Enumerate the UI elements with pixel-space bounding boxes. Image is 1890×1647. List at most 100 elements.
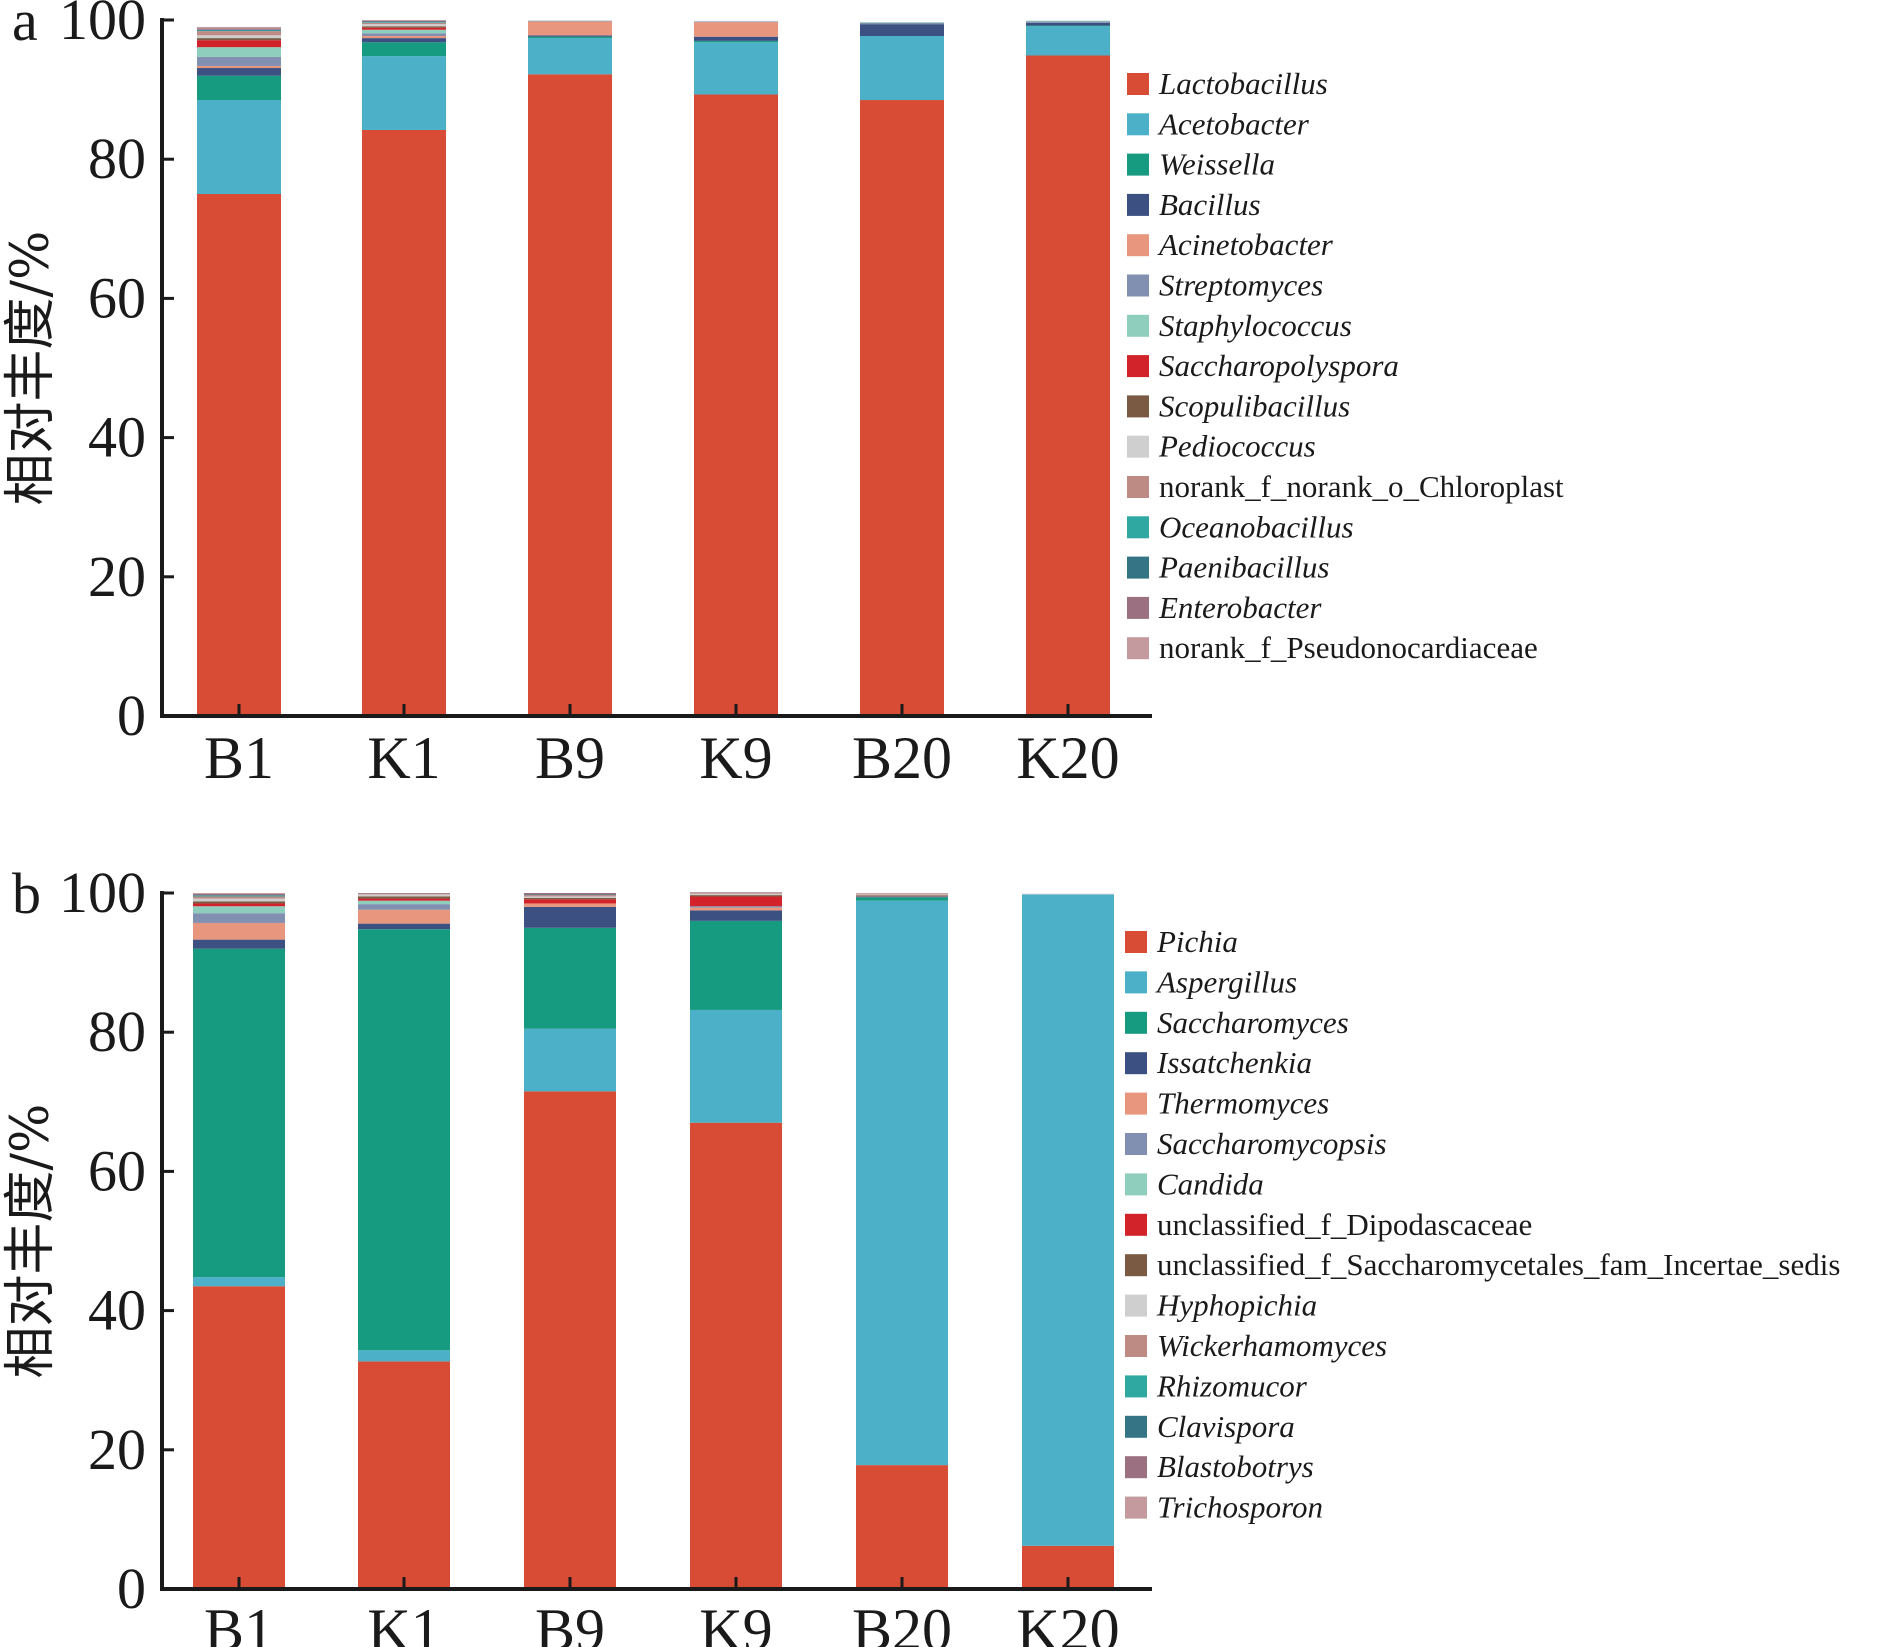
bar-segment-K9-4 [690,907,782,911]
bar-segment-B1-10 [193,896,285,899]
bar-segment-B1-9 [197,35,281,39]
legend-swatch [1125,1052,1147,1075]
bar-segment-K1-6 [362,29,446,34]
legend-label: Trichosporon [1157,1490,1323,1525]
legend-label: norank_f_norank_o_Chloroplast [1159,469,1564,504]
bar-segment-K1-5 [358,904,450,910]
bar-segment-B9-5 [528,20,612,22]
bar-segment-K1-1 [358,1350,450,1362]
bar-segment-K1-13 [362,20,446,22]
chart-panel-b: 0 20 40 60 80 100 B1 K1 B9 K9 B20 K20 b 相对丰度/% Pichia A… [1,860,1840,1647]
bar-segment-B9-2 [524,927,616,1029]
bar-segment-K1-1 [362,56,446,130]
bar-segment-B1-8 [193,901,285,904]
bar-segment-K1-4 [362,36,446,39]
legend-swatch [1127,637,1149,660]
bar-segment-K9-5 [694,21,778,23]
legend-swatch [1127,314,1149,337]
bar-segment-K9-1 [690,1009,782,1123]
bar-segment-K9-0 [694,94,778,717]
bar-segment-B1-14 [197,26,281,29]
legend-label: Candida [1157,1166,1264,1201]
bar-segment-K1-12 [362,21,446,23]
legend-label: Oceanobacillus [1159,509,1354,544]
bar-segment-K20-1 [1026,26,1110,56]
bar-segment-B9-10 [524,895,616,897]
y-tick-label: 60 [88,1138,146,1203]
legend-label: Scopulibacillus [1159,388,1350,423]
bar-segment-K9-4 [694,22,778,37]
legend-label: Saccharomycopsis [1157,1126,1387,1161]
bar-segment-K20-9 [1022,893,1114,895]
bar-segment-K1-3 [362,38,446,43]
bar-segment-B1-10 [197,31,281,36]
bar-segment-K20-0 [1026,55,1110,717]
legend-label: Lactobacillus [1158,66,1328,101]
bar-segment-K9-9 [690,893,782,896]
legend-label: Hyphopichia [1156,1288,1317,1323]
bar-segment-B9-12 [524,894,616,896]
legend-label: Pichia [1156,924,1238,959]
legend-swatch [1127,395,1149,418]
bar-segment-K9-10 [690,893,782,894]
legend-swatch [1125,1133,1147,1155]
bar-segment-K1-9 [362,24,446,27]
bar-segment-B1-1 [197,100,281,194]
legend-swatch [1127,153,1149,176]
bar-segment-K20-3 [1026,22,1110,26]
x-tick-label-K9: K9 [699,1597,772,1647]
bar-segment-K9-5 [690,906,782,908]
y-tick-label: 40 [88,1278,146,1343]
bar-segment-K9-13 [690,892,782,893]
y-tick-label: 80 [88,126,146,191]
bar-segment-B1-14 [193,893,285,894]
legend-label: Saccharopolyspora [1159,348,1399,383]
bar-segment-K1-6 [358,900,450,905]
legend-swatch [1125,1335,1147,1357]
legend-label: Blastobotrys [1157,1449,1314,1484]
bar-segment-B9-4 [528,21,612,36]
legend-label: Weissella [1159,147,1275,182]
bar-segment-K1-14 [362,20,446,21]
legend-label: unclassified_f_Dipodascaceae [1157,1207,1532,1242]
bar-segment-B1-12 [193,895,285,896]
y-axis-label: 相对丰度/% [1,1104,61,1379]
bar-segment-B20-3 [856,896,948,898]
legend-label: Thermomyces [1157,1086,1329,1121]
bar-segment-K9-0 [690,1122,782,1589]
bar-segment-B20-2 [856,897,948,901]
legend-swatch [1127,274,1149,297]
y-tick-label: 100 [59,860,146,925]
bar-segment-B1-7 [193,903,285,907]
y-tick-label: 40 [88,405,146,470]
bar-segment-K1-10 [358,893,450,895]
legend-label: Pediococcus [1158,429,1316,464]
bar-segment-K1-3 [358,923,450,930]
bar-segment-B20-1 [856,900,948,1466]
x-tick-label-B20: B20 [852,1597,952,1647]
y-tick-label: 60 [88,265,146,330]
bar-segment-B9-9 [524,896,616,898]
legend-label: Acetobacter [1157,106,1310,141]
bar-segment-B1-5 [193,913,285,923]
y-tick-label: 20 [88,544,146,609]
legend-swatch [1125,1294,1147,1317]
bar-segment-K9-2 [694,40,778,43]
legend-swatch [1127,476,1149,498]
legend-swatch [1125,1254,1147,1277]
y-tick-label: 80 [88,999,146,1064]
legend-swatch [1125,1213,1147,1236]
x-tick-label-B20: B20 [852,725,952,791]
bar-segment-B9-0 [524,1091,616,1589]
bar-segment-B1-0 [193,1286,285,1589]
legend-swatch [1125,1496,1147,1519]
legend-swatch [1127,355,1149,378]
bar-segment-B20-6 [860,22,944,23]
bar-segment-B1-3 [197,68,281,76]
bar-segment-K20-2 [1026,25,1110,27]
legend-swatch [1127,435,1149,458]
bar-segment-B1-8 [197,38,281,41]
legend-swatch [1125,1173,1147,1196]
bar-segment-K1-0 [358,1361,450,1589]
